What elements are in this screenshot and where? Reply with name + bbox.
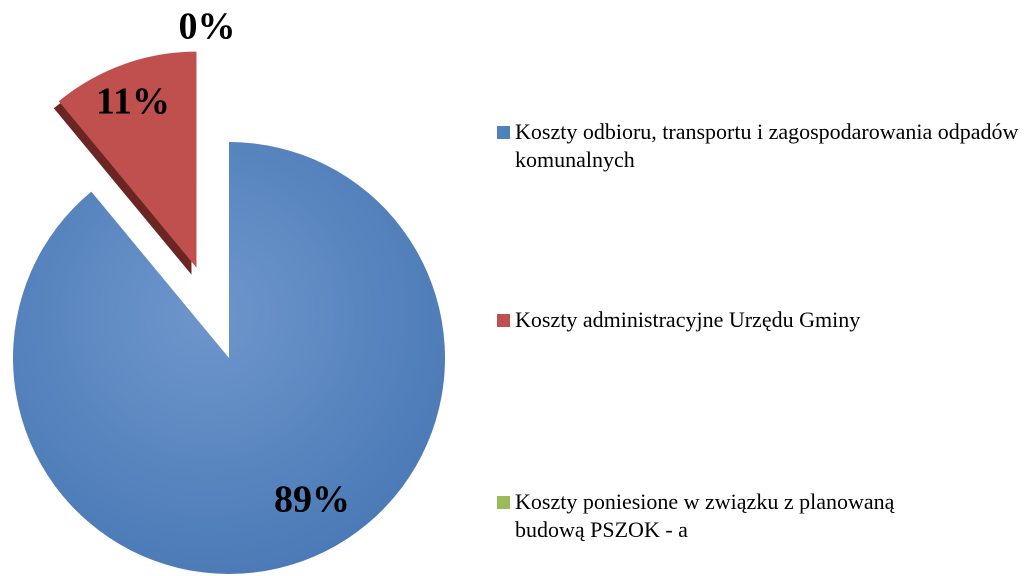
legend-swatch	[497, 496, 510, 509]
data-label: 89%	[274, 479, 350, 521]
slice	[13, 142, 446, 574]
legend-label: Koszty odbioru, transportu i zagospodaro…	[515, 119, 1019, 172]
data-label: 0%	[179, 6, 236, 48]
legend-swatch	[497, 126, 510, 139]
legend-label: Koszty administracyjne Urzędu Gminy	[515, 307, 861, 332]
legend-entry: Koszty administracyjne Urzędu Gminy	[497, 306, 995, 334]
legend-entry: Koszty poniesione w związku z planowaną …	[497, 488, 945, 544]
data-label: 11%	[96, 81, 170, 123]
legend-swatch	[497, 314, 510, 327]
legend-entry: Koszty odbioru, transportu i zagospodaro…	[497, 118, 1025, 174]
slice	[58, 51, 197, 268]
legend-label: Koszty poniesione w związku z planowaną …	[515, 489, 895, 542]
